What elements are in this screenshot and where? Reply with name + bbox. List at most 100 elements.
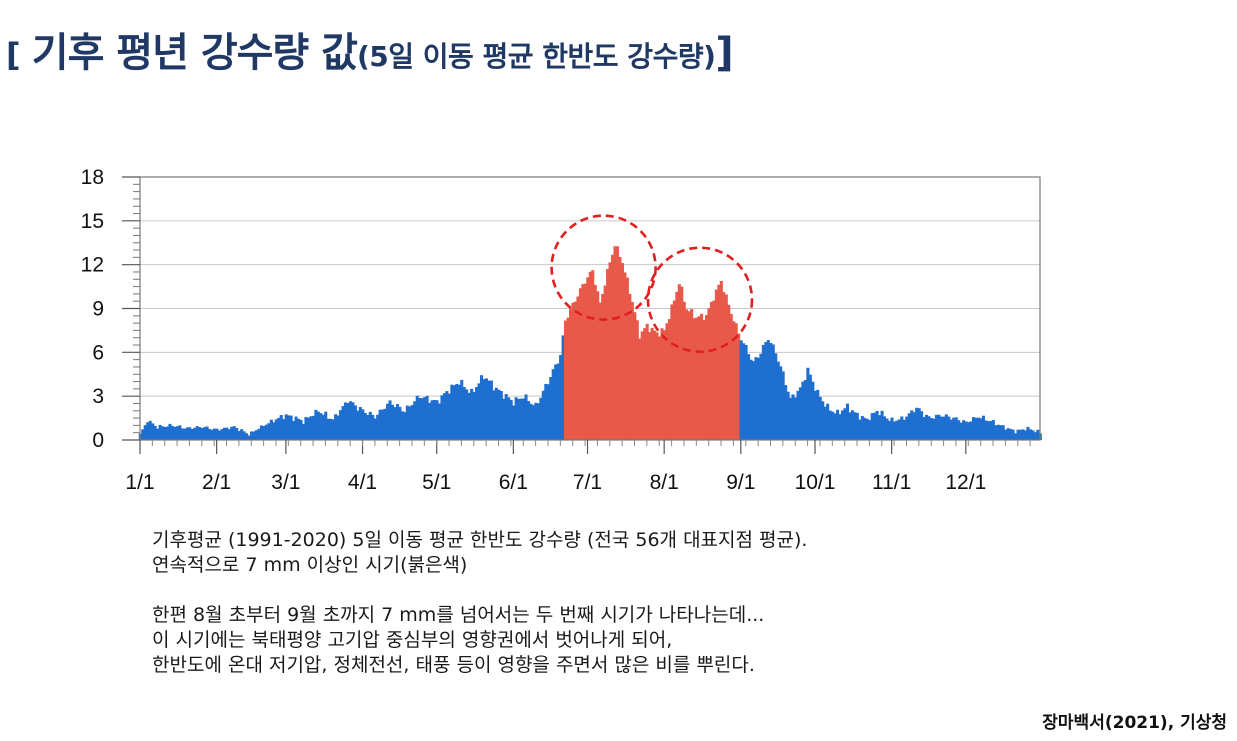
- bar-day-305: [890, 417, 894, 440]
- bar-day-169: [554, 364, 558, 440]
- bar-day-293: [860, 415, 864, 440]
- bar-day-362: [1031, 430, 1035, 440]
- bar-day-74: [319, 413, 323, 440]
- bar-day-326: [942, 416, 946, 440]
- bar-day-195: [618, 256, 622, 440]
- bar-day-40: [235, 427, 239, 440]
- bar-day-143: [489, 380, 493, 440]
- bar-day-353: [1009, 428, 1013, 440]
- x-tick-label: 6/1: [499, 471, 528, 494]
- bar-day-64: [294, 416, 298, 440]
- bar-day-285: [840, 410, 845, 440]
- bar-day-287: [845, 403, 849, 440]
- bar-day-127: [450, 384, 454, 440]
- bar-day-325: [939, 416, 943, 440]
- bar-day-89: [356, 410, 360, 440]
- bar-day-328: [947, 416, 951, 440]
- bar-day-33: [217, 430, 221, 440]
- bar-day-101: [386, 403, 390, 440]
- bar-day-186: [596, 291, 600, 440]
- bar-day-247: [747, 354, 751, 440]
- bar-day-70: [309, 416, 313, 440]
- bar-day-117: [425, 395, 429, 440]
- bar-day-347: [994, 425, 998, 440]
- bar-day-134: [467, 392, 471, 440]
- bar-day-201: [633, 312, 637, 440]
- bar-day-50: [259, 425, 263, 440]
- bar-day-268: [798, 387, 802, 440]
- x-tick-label: 8/1: [650, 471, 679, 494]
- bar-day-129: [455, 383, 459, 440]
- bar-day-321: [929, 418, 934, 440]
- bar-day-213: [662, 330, 667, 440]
- x-tick-label: 3/1: [271, 471, 300, 494]
- bar-day-243: [737, 333, 741, 440]
- bar-day-215: [667, 319, 671, 440]
- bar-day-181: [583, 283, 587, 440]
- bar-day-151: [509, 399, 513, 440]
- bar-day-281: [831, 411, 835, 440]
- bar-day-60: [284, 414, 288, 440]
- bar-day-42: [240, 429, 244, 440]
- bar-day-173: [564, 320, 568, 440]
- bar-day-21: [188, 427, 192, 440]
- bar-day-48: [254, 430, 259, 440]
- bar-day-145: [494, 387, 498, 440]
- y-tick-label: 12: [81, 254, 104, 277]
- bar-day-219: [677, 284, 681, 440]
- bar-day-72: [314, 409, 318, 440]
- bar-day-170: [556, 363, 560, 440]
- bar-day-232: [709, 301, 713, 440]
- bar-day-47: [252, 431, 256, 440]
- bar-day-193: [613, 246, 617, 440]
- bar-day-160: [531, 405, 535, 440]
- bar-day-229: [702, 320, 706, 440]
- bar-day-43: [242, 431, 246, 440]
- bar-day-8: [156, 428, 160, 440]
- bar-day-144: [492, 390, 496, 440]
- bar-day-341: [979, 418, 983, 440]
- bar-day-30: [210, 429, 214, 440]
- bar-day-234: [714, 289, 718, 440]
- bar-day-264: [789, 397, 793, 440]
- bar-day-260: [779, 366, 783, 440]
- bar-day-124: [442, 393, 446, 440]
- bar-day-273: [811, 381, 815, 440]
- bar-day-289: [850, 410, 854, 440]
- bar-day-61: [287, 415, 291, 440]
- bar-day-5: [148, 420, 152, 440]
- bar-day-270: [803, 379, 807, 440]
- data-bars: [138, 246, 1042, 440]
- bar-day-138: [477, 383, 481, 440]
- bar-day-135: [470, 388, 474, 440]
- bar-day-336: [967, 422, 971, 440]
- bar-day-149: [504, 394, 508, 440]
- bar-day-310: [902, 419, 906, 440]
- bar-day-12: [165, 426, 170, 440]
- bar-day-223: [687, 311, 691, 440]
- bar-day-153: [514, 397, 518, 440]
- bar-day-94: [368, 411, 372, 440]
- bar-day-28: [205, 426, 209, 440]
- bar-day-237: [722, 292, 726, 440]
- bar-day-241: [732, 321, 736, 440]
- x-tick-label: 9/1: [726, 471, 755, 494]
- bar-day-24: [195, 426, 199, 440]
- bar-day-212: [660, 328, 664, 440]
- bar-day-320: [927, 416, 931, 440]
- bar-day-19: [183, 428, 187, 440]
- bar-day-191: [608, 262, 612, 440]
- bar-day-222: [685, 309, 689, 440]
- bar-day-3: [143, 425, 147, 440]
- bar-day-209: [653, 330, 657, 440]
- bar-day-361: [1028, 429, 1032, 440]
- bar-day-323: [934, 414, 938, 440]
- bar-day-216: [670, 304, 674, 440]
- bar-day-249: [751, 361, 756, 440]
- bar-day-335: [964, 421, 968, 440]
- bar-day-295: [865, 418, 869, 440]
- bar-day-302: [883, 416, 887, 440]
- bar-day-317: [920, 411, 924, 440]
- bar-day-57: [277, 417, 281, 440]
- bar-day-128: [452, 385, 456, 440]
